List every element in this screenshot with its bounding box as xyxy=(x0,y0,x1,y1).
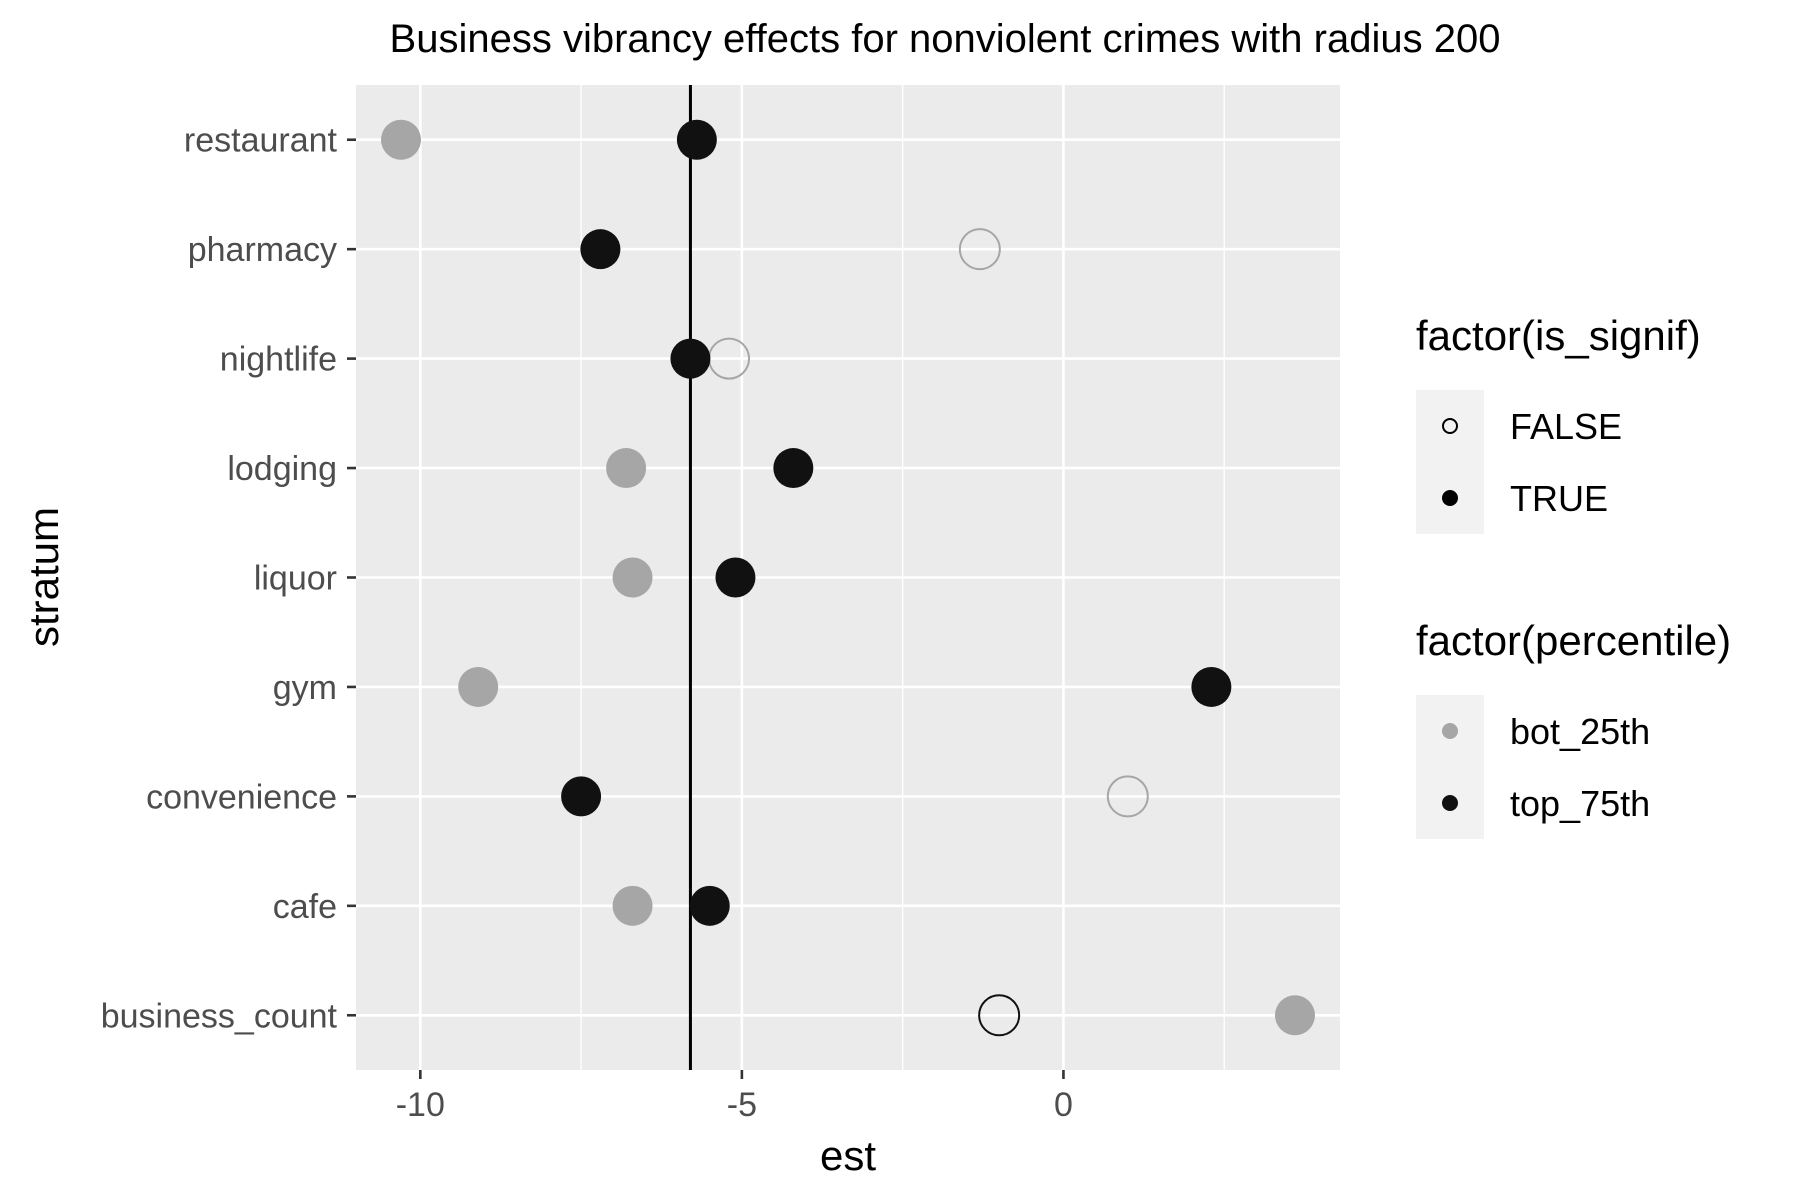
data-point-top_75th xyxy=(670,338,711,379)
legend-label: bot_25th xyxy=(1510,711,1650,752)
legend-title: factor(is_signif) xyxy=(1416,312,1701,359)
legends: factor(is_signif) FALSE TRUE factor(percent… xyxy=(1416,312,1731,839)
data-point-top_75th xyxy=(689,885,730,926)
legend-title: factor(percentile) xyxy=(1416,617,1731,664)
legend-key-top_75th xyxy=(1442,795,1458,811)
y-tick-label: business_count xyxy=(101,997,338,1035)
x-tick-label: -5 xyxy=(727,1086,757,1124)
legend-key-background xyxy=(1416,390,1484,462)
x-axis: -10 -5 0 xyxy=(396,1070,1073,1124)
points-layer xyxy=(381,119,1315,1037)
legend-label: TRUE xyxy=(1510,478,1608,519)
legend-label: top_75th xyxy=(1510,783,1650,824)
data-point-bot_25th-not-signif xyxy=(1106,775,1149,818)
y-tick-label: liquor xyxy=(254,560,337,598)
x-tick-label: 0 xyxy=(1054,1086,1073,1124)
legend-key-bot_25th xyxy=(1442,723,1458,739)
data-point-top_75th xyxy=(676,119,717,160)
data-point-top_75th xyxy=(580,229,621,270)
y-axis-title: stratum xyxy=(20,507,67,647)
y-tick-label: restaurant xyxy=(184,122,338,160)
y-tick-label: nightlife xyxy=(220,341,337,379)
data-point-top_75th xyxy=(715,557,756,598)
data-point-bot_25th xyxy=(1274,995,1315,1036)
y-axis: restaurant pharmacy nightlife lodging liquor… xyxy=(101,122,356,1035)
y-tick-label: gym xyxy=(273,669,337,707)
legend-key-hollow xyxy=(1442,418,1458,434)
x-tick-label: -10 xyxy=(396,1086,445,1124)
y-tick-label: convenience xyxy=(146,778,337,816)
data-point-bot_25th xyxy=(381,119,422,160)
data-point-top_75th-not-signif xyxy=(978,994,1021,1037)
chart-title: Business vibrancy effects for nonviolent… xyxy=(390,17,1501,61)
y-tick-label: lodging xyxy=(227,450,337,488)
data-point-bot_25th-not-signif xyxy=(958,228,1001,271)
data-point-bot_25th xyxy=(458,666,499,707)
gridlines xyxy=(356,85,1340,1070)
data-point-bot_25th xyxy=(606,448,647,489)
data-point-top_75th xyxy=(773,448,814,489)
data-point-bot_25th xyxy=(612,885,653,926)
data-point-top_75th xyxy=(1191,666,1232,707)
plot-panel xyxy=(356,85,1340,1070)
data-point-top_75th xyxy=(561,776,602,817)
legend-key-filled xyxy=(1442,490,1458,506)
y-tick-label: cafe xyxy=(273,888,337,926)
x-axis-title: est xyxy=(820,1132,876,1179)
legend-label: FALSE xyxy=(1510,406,1622,447)
y-tick-label: pharmacy xyxy=(188,231,337,269)
data-point-bot_25th xyxy=(612,557,653,598)
